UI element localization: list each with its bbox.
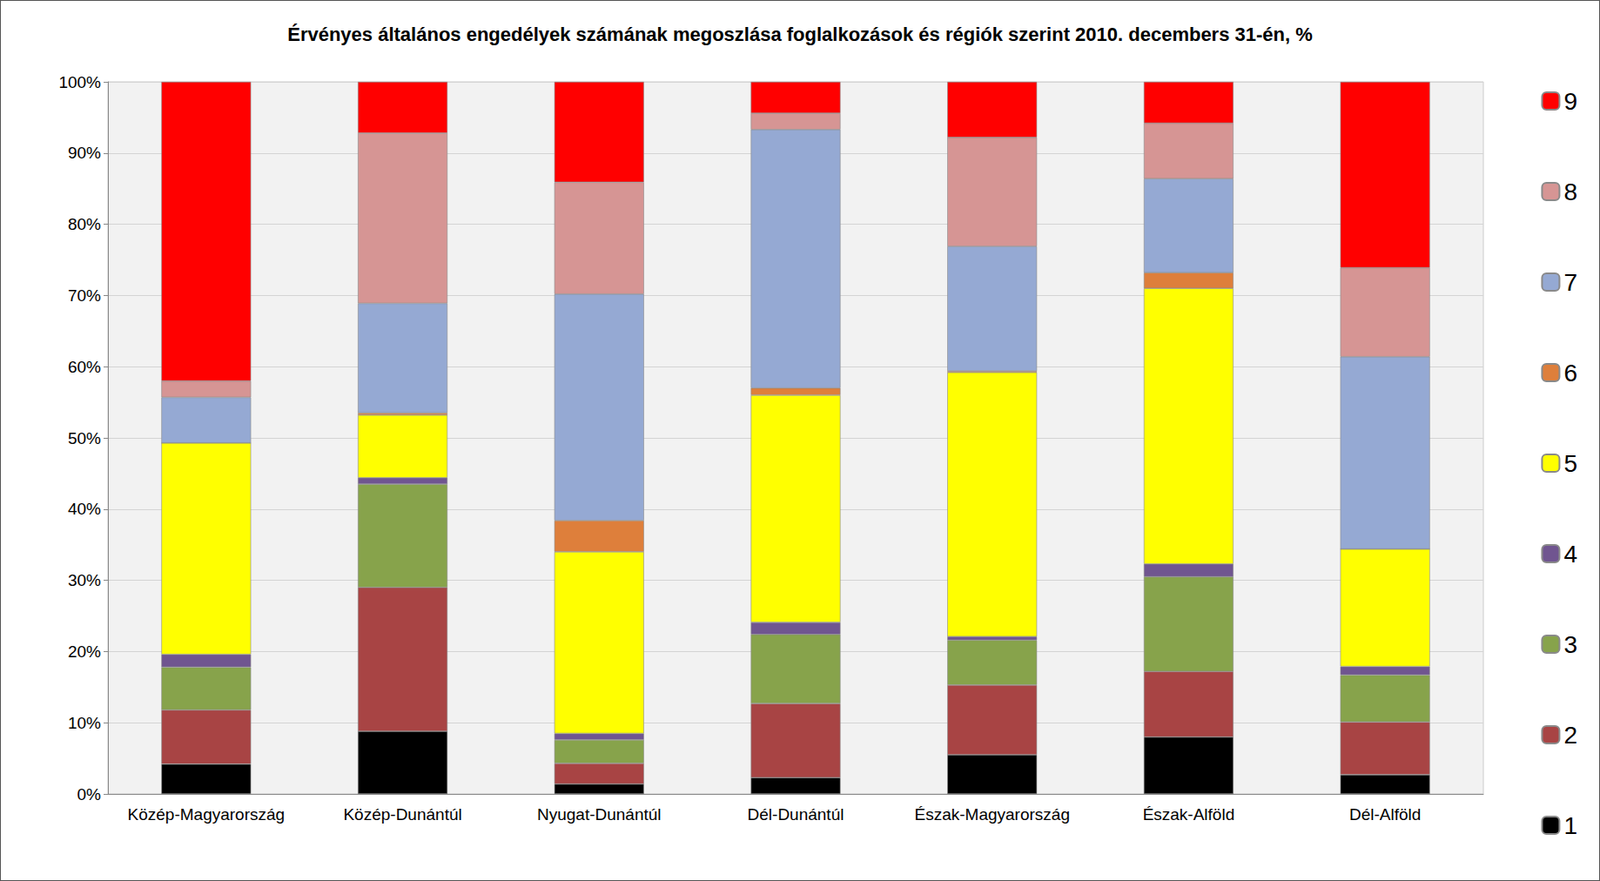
svg-text:30%: 30% [67, 571, 101, 590]
svg-text:9: 9 [1563, 87, 1578, 115]
svg-text:Dél-Alföld: Dél-Alföld [1349, 805, 1421, 824]
svg-text:20%: 20% [67, 642, 101, 661]
svg-text:6: 6 [1563, 359, 1578, 387]
svg-text:Észak-Magyarország: Észak-Magyarország [914, 805, 1069, 824]
svg-text:Észak-Alföld: Észak-Alföld [1142, 805, 1236, 824]
svg-text:60%: 60% [67, 357, 101, 377]
svg-text:100%: 100% [58, 73, 101, 92]
svg-text:5: 5 [1563, 450, 1578, 478]
svg-text:40%: 40% [67, 499, 101, 518]
svg-text:2: 2 [1563, 721, 1578, 749]
svg-text:0%: 0% [77, 785, 102, 804]
svg-text:Közép-Dunántúl: Közép-Dunántúl [342, 805, 462, 824]
svg-text:Érvényes általános engedélyek: Érvényes általános engedélyek számának m… [287, 23, 1313, 46]
svg-text:50%: 50% [67, 429, 101, 448]
svg-text:Dél-Dunántúl: Dél-Dunántúl [747, 805, 845, 824]
svg-text:70%: 70% [67, 286, 101, 305]
svg-text:90%: 90% [67, 143, 101, 162]
svg-text:80%: 80% [67, 215, 101, 234]
svg-text:8: 8 [1563, 178, 1578, 206]
svg-text:7: 7 [1563, 268, 1578, 296]
svg-text:4: 4 [1563, 540, 1578, 568]
svg-text:10%: 10% [67, 713, 101, 733]
svg-text:Közép-Magyarország: Közép-Magyarország [127, 805, 286, 824]
svg-text:Nyugat-Dunántúl: Nyugat-Dunántúl [537, 805, 662, 824]
svg-text:3: 3 [1563, 631, 1578, 659]
svg-text:1: 1 [1563, 812, 1578, 840]
